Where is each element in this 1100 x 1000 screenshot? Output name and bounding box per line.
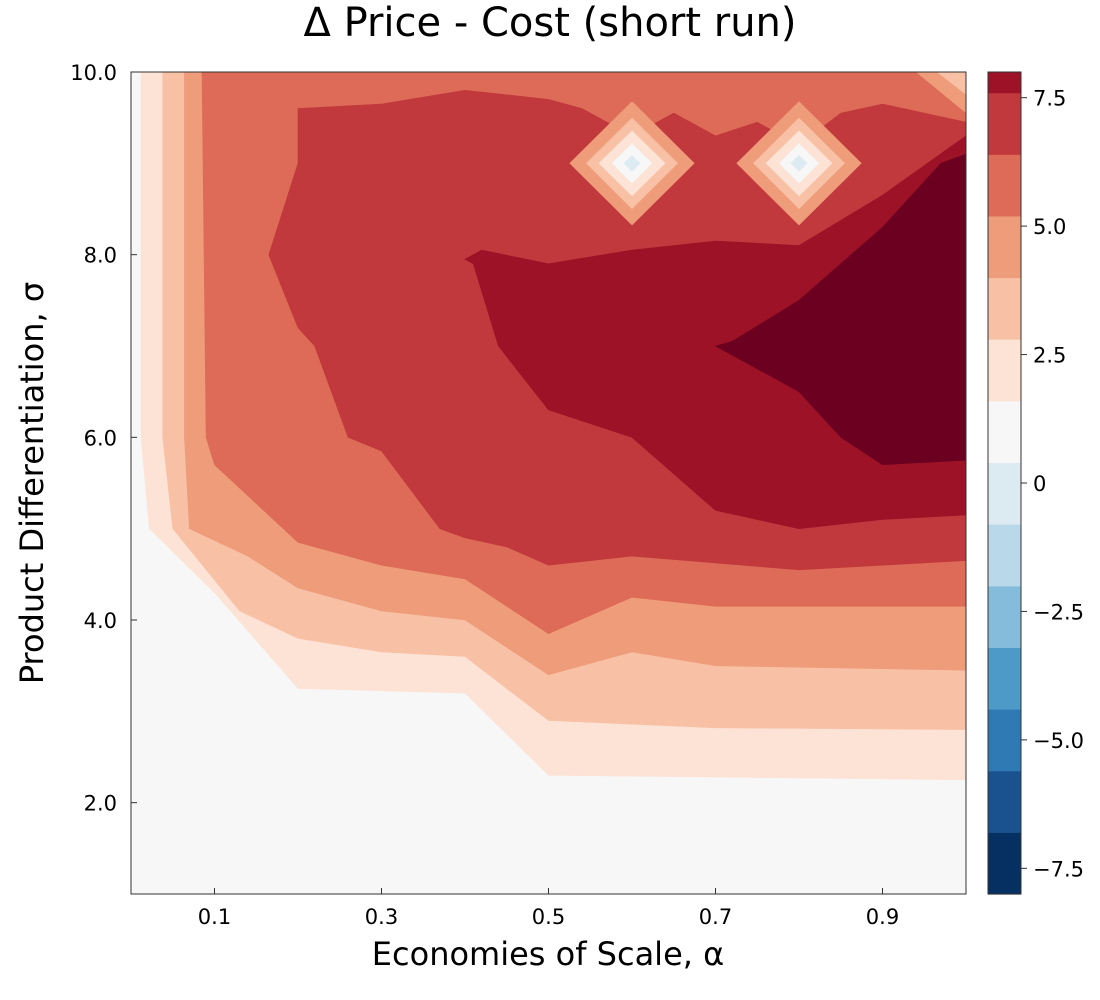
colorbar-band bbox=[988, 277, 1021, 340]
x-tick-label: 0.5 bbox=[532, 905, 565, 929]
colorbar-band bbox=[988, 832, 1021, 895]
colorbar-tick-label: 2.5 bbox=[1033, 344, 1066, 368]
y-tick-label: 10.0 bbox=[70, 61, 117, 85]
contour-region-7 bbox=[714, 153, 966, 466]
plot-area bbox=[130, 71, 967, 895]
colorbar-band bbox=[988, 524, 1021, 587]
chart-title: Δ Price - Cost (short run) bbox=[303, 0, 797, 46]
contour-peak-0-ring-4 bbox=[623, 155, 641, 172]
colorbar-tick-label: −7.5 bbox=[1033, 857, 1084, 881]
colorbar-tick-label: −5.0 bbox=[1033, 729, 1084, 753]
colorbar-band bbox=[988, 215, 1021, 279]
y-axis-ticks: 2.0 4.0 6.0 8.0 10.0 bbox=[70, 61, 137, 816]
x-tick-label: 0.9 bbox=[866, 905, 899, 929]
colorbar-tick-label: −2.5 bbox=[1033, 600, 1084, 624]
contour-peak-1-ring-4 bbox=[790, 155, 808, 172]
colorbar-band bbox=[988, 647, 1021, 710]
colorbar-tick-label: 5.0 bbox=[1033, 215, 1066, 239]
x-tick-label: 0.7 bbox=[699, 905, 732, 929]
y-tick-label: 8.0 bbox=[84, 244, 117, 268]
x-axis-ticks: 0.1 0.3 0.5 0.7 0.9 bbox=[198, 888, 899, 929]
colorbar-band bbox=[988, 462, 1021, 525]
x-tick-label: 0.1 bbox=[198, 905, 231, 929]
colorbar-tick-label: 0 bbox=[1033, 472, 1046, 496]
y-tick-label: 4.0 bbox=[84, 609, 117, 633]
x-tick-label: 0.3 bbox=[365, 905, 398, 929]
colorbar-band bbox=[988, 339, 1021, 402]
colorbar: −7.5 −5.0 −2.5 0 2.5 5.0 7.5 bbox=[987, 71, 1084, 895]
colorbar-band bbox=[988, 770, 1021, 833]
colorbar-tick-label: 7.5 bbox=[1033, 87, 1066, 111]
colorbar-band bbox=[988, 400, 1021, 463]
colorbar-band bbox=[988, 709, 1021, 772]
contour-corner-band-1 bbox=[936, 72, 966, 95]
x-axis-label: Economies of Scale, α bbox=[371, 935, 725, 973]
colorbar-band bbox=[988, 154, 1021, 217]
colorbar-band bbox=[988, 72, 1021, 94]
colorbar-band bbox=[988, 92, 1021, 155]
colorbar-band bbox=[988, 585, 1021, 648]
y-tick-label: 2.0 bbox=[84, 792, 117, 816]
y-tick-label: 6.0 bbox=[84, 426, 117, 450]
